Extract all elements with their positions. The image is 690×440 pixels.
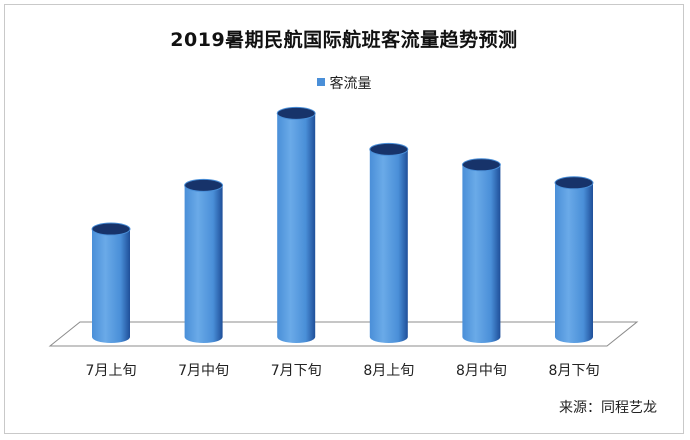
bar-body: [555, 182, 593, 343]
source-note: 来源：同程艺龙: [559, 400, 657, 416]
bar-body: [92, 229, 130, 343]
bar-4: [369, 142, 409, 343]
bar-6: [554, 176, 594, 343]
legend-label: 客流量: [329, 76, 372, 92]
bar-body: [277, 113, 316, 343]
chart-title: 2019暑期民航国际航班客流量趋势预测: [170, 29, 518, 51]
bar-body: [184, 185, 223, 343]
x-tick-label: 7月中旬: [178, 363, 229, 379]
legend: 客流量: [5, 73, 683, 93]
bar-body: [369, 149, 408, 343]
x-tick-label: 8月上旬: [363, 363, 414, 379]
bar-body: [462, 164, 501, 343]
bar-top: [554, 176, 594, 190]
bar-top: [369, 142, 409, 156]
bar-top: [184, 178, 224, 192]
bar-5: [461, 158, 501, 343]
x-tick-label: 8月中旬: [456, 363, 507, 379]
chart-floor: [48, 321, 639, 347]
bar-top: [91, 222, 131, 236]
bar-top: [276, 106, 316, 120]
bar-top: [461, 158, 501, 172]
x-tick-label: 7月上旬: [86, 363, 137, 379]
bar-3: [276, 106, 316, 343]
x-tick-label: 8月下旬: [549, 363, 600, 379]
bar-1: [91, 222, 131, 343]
legend-swatch: [316, 78, 325, 86]
x-tick-label: 7月下旬: [271, 363, 322, 379]
bar-2: [184, 178, 224, 343]
